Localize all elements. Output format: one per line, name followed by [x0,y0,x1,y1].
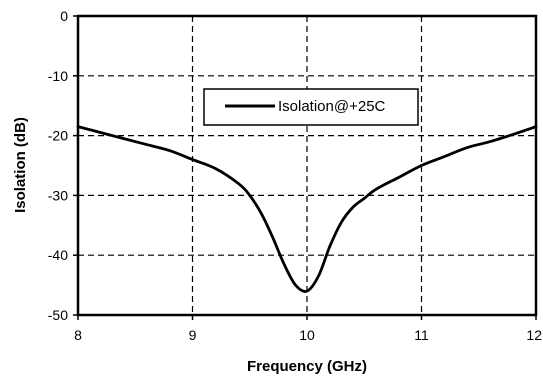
y-tick-label: -50 [48,307,68,323]
x-tick-label: 11 [414,327,429,343]
y-tick-label: -30 [48,187,68,203]
legend: Isolation@+25C [204,89,418,125]
y-tick-label: 0 [60,8,68,24]
x-tick-label: 8 [74,327,82,343]
x-tick-label: 12 [526,327,542,343]
y-axis: 0 -10 -20 -30 -40 -50 [48,8,78,323]
y-tick-label: -20 [48,128,68,144]
x-axis-title: Frequency (GHz) [247,358,367,375]
y-axis-title: Isolation (dB) [12,117,29,213]
x-axis: 8 9 10 11 12 [74,315,542,343]
x-tick-label: 9 [189,327,197,343]
legend-label: Isolation@+25C [278,98,386,115]
x-tick-label: 10 [299,327,315,343]
y-tick-label: -40 [48,247,68,263]
y-tick-label: -10 [48,68,68,84]
